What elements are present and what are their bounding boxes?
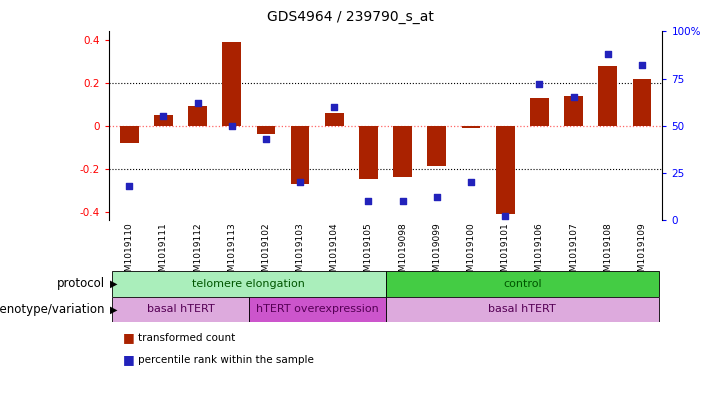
Bar [462, 126, 480, 128]
Bar [599, 66, 617, 126]
Bar [257, 126, 275, 134]
Bar [564, 96, 583, 126]
Point [226, 123, 238, 129]
Text: ▶: ▶ [110, 279, 118, 289]
Text: GSM1019102: GSM1019102 [261, 222, 271, 283]
Bar [188, 107, 207, 126]
Text: ▶: ▶ [110, 305, 118, 314]
Point [329, 104, 340, 110]
Point [123, 183, 135, 189]
Text: telomere elongation: telomere elongation [192, 279, 305, 289]
Bar [154, 115, 172, 126]
Text: GSM1019107: GSM1019107 [569, 222, 578, 283]
Point [500, 213, 511, 219]
Bar [359, 126, 378, 179]
Text: basal hTERT: basal hTERT [489, 305, 556, 314]
Text: GSM1019101: GSM1019101 [501, 222, 510, 283]
Text: GSM1019109: GSM1019109 [637, 222, 646, 283]
Point [533, 81, 545, 87]
Text: GSM1019099: GSM1019099 [433, 222, 442, 283]
Text: basal hTERT: basal hTERT [147, 305, 215, 314]
Bar [393, 126, 412, 177]
Bar [428, 126, 447, 167]
Bar [325, 113, 343, 126]
Text: GSM1019110: GSM1019110 [125, 222, 134, 283]
Text: control: control [503, 279, 542, 289]
Bar [496, 126, 515, 214]
Text: GSM1019098: GSM1019098 [398, 222, 407, 283]
Text: GSM1019113: GSM1019113 [227, 222, 236, 283]
Bar [112, 271, 386, 297]
Point [363, 198, 374, 204]
Text: GSM1019112: GSM1019112 [193, 222, 202, 283]
Bar [222, 42, 241, 126]
Bar [120, 126, 139, 143]
Point [260, 136, 271, 142]
Text: GSM1019106: GSM1019106 [535, 222, 544, 283]
Text: hTERT overexpression: hTERT overexpression [256, 305, 379, 314]
Point [158, 113, 169, 119]
Text: GSM1019111: GSM1019111 [159, 222, 168, 283]
Point [568, 94, 579, 101]
Bar [249, 297, 386, 322]
Bar [291, 126, 309, 184]
Text: ■: ■ [123, 353, 135, 366]
Point [397, 198, 408, 204]
Text: percentile rank within the sample: percentile rank within the sample [138, 354, 314, 365]
Bar [112, 297, 249, 322]
Point [637, 62, 648, 68]
Point [192, 100, 203, 106]
Text: GDS4964 / 239790_s_at: GDS4964 / 239790_s_at [267, 10, 434, 24]
Text: transformed count: transformed count [138, 333, 236, 343]
Text: protocol: protocol [57, 277, 105, 290]
Text: GSM1019108: GSM1019108 [604, 222, 612, 283]
Text: GSM1019103: GSM1019103 [296, 222, 305, 283]
Bar [386, 297, 659, 322]
Text: GSM1019100: GSM1019100 [466, 222, 475, 283]
Point [294, 179, 306, 185]
Bar [386, 271, 659, 297]
Text: genotype/variation: genotype/variation [0, 303, 105, 316]
Point [602, 51, 613, 57]
Point [465, 179, 477, 185]
Text: GSM1019104: GSM1019104 [329, 222, 339, 283]
Bar [632, 79, 651, 126]
Text: GSM1019105: GSM1019105 [364, 222, 373, 283]
Bar [530, 98, 549, 126]
Text: ■: ■ [123, 331, 135, 345]
Point [431, 194, 442, 200]
